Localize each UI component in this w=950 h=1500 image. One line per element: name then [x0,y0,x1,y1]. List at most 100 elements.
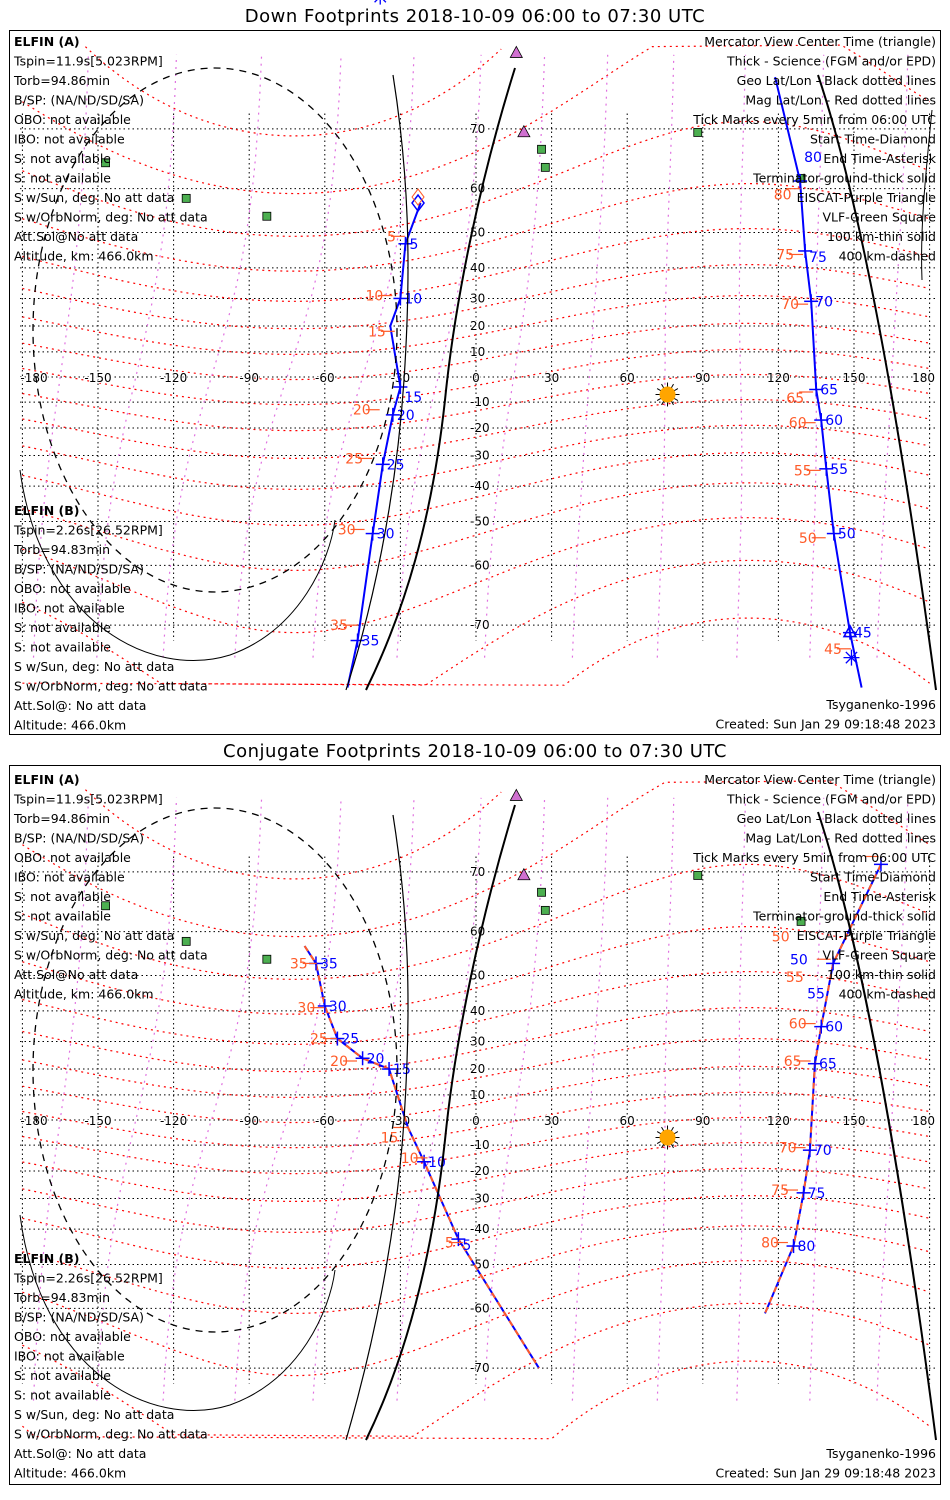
elfin-a-tick-label: 55 [830,462,848,478]
legend-line: Mercator View Center Time (triangle) [704,34,936,49]
info-layer: ELFIN (A) Tspin=11.9s[5.023RPM] Torb=94.86… [13,772,937,1481]
center-time-triangle [842,624,858,638]
elfin-b-info-line: Att.Sol@: No att data [14,1446,146,1461]
eiscat-triangle [517,124,531,138]
vlf-station-square [101,901,110,911]
panel-title: Down Footprints 2018-10-09 06:00 to 07:3… [245,6,705,27]
mag-lon-line [484,54,546,658]
elfin-b-tick-label: 65 [786,391,804,407]
elfin-b-info-line: Att.Sol@: No att data [14,698,146,713]
conjugate-footprints-panel: Conjugate Footprints 2018-10-09 06:00 to… [9,741,941,1485]
elfin-a-label: ELFIN (A) [14,772,80,787]
lon-tick-label: -60 [315,371,335,385]
100km-thin-boundary [19,1214,336,1411]
mag-lon-line [162,54,263,658]
elfin-b-tick-label: 5 [387,229,396,245]
elfin-a-track [346,202,422,688]
elfin-b-info-line: OBO: not available [14,581,131,596]
legend-line: VLF-Green Square [822,210,936,225]
elfin-a-info-line: S w/Sun, deg: No att data [14,928,174,943]
mag-lon-line [571,54,609,658]
vlf-station-square [262,954,272,964]
asterisk-stroke [382,0,387,3]
mag-lon-line [312,797,415,1401]
elfin-a-info-line: Tspin=11.9s[5.023RPM] [13,792,163,807]
terminator-ground-line-east [817,74,937,691]
lat-tick-label: -40 [470,1222,490,1236]
elfin-a-tick-label: 20 [397,408,415,424]
elfin-b-tick-label: 35 [290,956,308,972]
lat-tick-label: 10 [470,1088,485,1102]
elfin-b-tick-label: 45 [824,642,842,658]
elfin-a-info-line: OBO: not available [14,850,131,865]
elfin-a-tick-label: 70 [814,1143,832,1159]
vlf-station-square [693,871,703,880]
created-timestamp: Created: Sun Jan 29 09:18:48 2023 [716,1466,936,1481]
elfin-a-tick-label: 55 [807,986,825,1002]
elfin-a-tick-label: 50 [838,527,856,543]
elfin-b-info-line: S: not available [14,1388,111,1403]
mag-lat-line [22,1091,930,1149]
mag-lat-line [22,182,930,272]
vlf-station-square [796,916,806,926]
mag-lon-line [809,54,825,658]
elfin-b-info-line: IBO: not available [14,1349,125,1364]
info-layer: ELFIN (A) Tspin=11.9s[5.023RPM] Torb=94.86… [13,34,937,733]
lon-tick-label: -180 [20,371,47,385]
legend-line: Thick - Science (FGM and/or EPD) [726,792,936,807]
lat-tick-label: 30 [470,291,485,305]
elfin-b-info-line: S w/OrbNorm, deg: No att data [14,679,208,694]
mag-lat-line [22,44,930,195]
elfin-b-info-line: Torb=94.83min [13,1290,110,1305]
legend-line: Thick - Science (FGM and/or EPD) [726,54,936,69]
elfin-b-info-line: B/SP: (NA/ND/SD/SA) [14,562,144,577]
lat-tick-label: -10 [470,1138,490,1152]
mag-lon-line [736,797,747,1401]
mag-lat-line [22,348,930,406]
elfin-b-info-line: OBO: not available [14,1329,131,1344]
elfin-a-tick-label: 15 [393,1062,411,1078]
elfin-b-tick-label: 25 [310,1032,328,1048]
elfin-a-info-line: Torb=94.86min [13,73,110,88]
field-model-label: Tsyganenko-1996 [825,1446,936,1461]
elfin-a-info-line: Tspin=11.9s[5.023RPM] [13,54,163,69]
elfin-a-info-line: S: not available [14,889,111,904]
lat-tick-label: 10 [470,345,485,359]
elfin-a-info-line: OBO: not available [14,112,131,127]
legend-line: VLF-Green Square [822,948,936,963]
mag-lon-line [876,54,909,658]
lat-tick-label: 70 [470,122,485,136]
down-footprints-panel: Down Footprints 2018-10-09 06:00 to 07:3… [9,0,941,735]
vlf-station-square [101,158,110,168]
mag-lon-line [312,54,415,658]
lat-tick-label: -70 [470,1361,490,1375]
lat-tick-label: -20 [470,1164,490,1178]
elfin-a-tick-label: 35 [320,956,338,972]
mag-lat-line [22,1065,930,1124]
elfin-b-track [303,945,540,1369]
sun-disc [659,386,676,403]
elfin-b-info-line: Tspin=2.26s[26.52RPM] [13,1271,163,1286]
mag-lat-line [22,322,930,381]
lat-tick-label: -70 [470,618,490,632]
elfin-a-info-line: S w/OrbNorm, deg: No att data [14,210,208,225]
elfin-b-info-line: Torb=94.83min [13,542,110,557]
legend-line: Start Time-Diamond [810,132,936,147]
elfin-b-info-line: S w/Sun, deg: No att data [14,659,174,674]
mag-lon-line [656,797,675,1401]
elfin-a-info-line: IBO: not available [14,870,125,885]
mag-lon-line [234,54,342,658]
elfin-a-tick-label: 50 [790,952,808,968]
lon-tick-label: 150 [843,1114,866,1128]
elfin-a-tick-label: 60 [825,1020,843,1036]
mag-lon-line [656,54,675,658]
lon-tick-label: 0 [472,1114,480,1128]
mag-lat-line [22,373,930,432]
lon-tick-label: 60 [620,371,635,385]
eiscat-triangle [517,867,531,881]
vlf-station-square [181,193,191,203]
elfin-b-info-line: Tspin=2.26s[26.52RPM] [13,523,163,538]
400km-dashed-boundary [32,807,398,1333]
elfin-b-tick-label: 75 [771,1183,789,1199]
